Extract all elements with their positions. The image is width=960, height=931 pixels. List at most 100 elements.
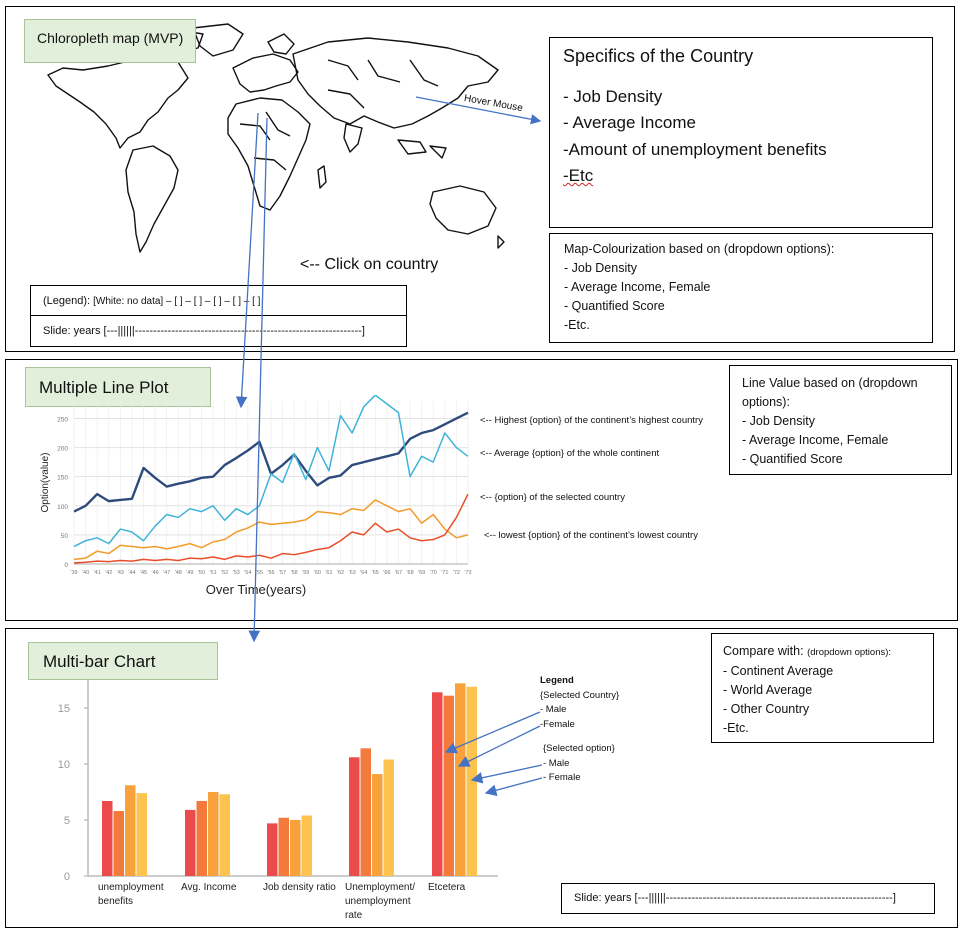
x-tick-label: '51 — [209, 570, 216, 576]
category-label: Unemployment/unemployment rate — [345, 882, 415, 921]
category-label: unemployment benefits — [98, 882, 164, 907]
x-tick-label: '63 — [349, 570, 356, 576]
bar — [360, 748, 371, 876]
bar — [301, 815, 312, 876]
x-tick-label: '73 — [464, 570, 471, 576]
y-tick-label: 0 — [64, 871, 70, 883]
y-tick-label: 15 — [58, 703, 70, 715]
bar — [208, 792, 219, 876]
x-tick-label: '71 — [441, 570, 448, 576]
category-label: Job density ratio — [263, 882, 336, 893]
y-tick-label: 250 — [57, 416, 68, 423]
x-tick-label: '72 — [453, 570, 460, 576]
bar — [383, 759, 394, 876]
x-tick-label: '43 — [117, 570, 124, 576]
africa-shape — [227, 97, 311, 211]
x-tick-label: '49 — [186, 570, 193, 576]
x-tick-label: '44 — [128, 570, 135, 576]
x-tick-label: '48 — [175, 570, 182, 576]
specifics-item: -Etc — [563, 166, 594, 185]
compare-item: -Etc. — [723, 721, 749, 735]
x-tick-label: '59 — [302, 570, 309, 576]
country-specifics-box: Specifics of the Country - Job Density -… — [549, 37, 933, 228]
specifics-item: - Average Income — [563, 113, 696, 132]
line-plot-title-label: Multiple Line Plot — [25, 367, 211, 407]
bar-slider-box: Slide: years [---||||||-----------------… — [561, 883, 935, 914]
x-tick-label: '40 — [82, 570, 89, 576]
x-tick-label: '66 — [383, 570, 390, 576]
click-country-label: <-- Click on country — [300, 256, 439, 273]
bar — [219, 794, 230, 876]
map-title-label: Chloropleth map (MVP) — [24, 19, 196, 63]
y-tick-label: 5 — [64, 815, 70, 827]
x-tick-label: '69 — [418, 570, 425, 576]
y-tick-label: 150 — [57, 475, 68, 482]
x-tick-label: '56 — [267, 570, 274, 576]
category-label: Avg. Income — [181, 882, 237, 893]
x-axis-label: Over Time(years) — [206, 582, 306, 597]
line-plot-title-text: Multiple Line Plot — [39, 378, 169, 397]
category-label: Etcetera — [428, 882, 466, 893]
legend-row: (Legend): [White: no data] – [ ] – [ ] –… — [43, 295, 260, 307]
line-value-title: Line Value based on (dropdown options): — [742, 376, 918, 409]
bar-legend-2: {Selected option} - Male - Female — [543, 742, 615, 786]
bar-chart-title-text: Multi-bar Chart — [43, 652, 156, 671]
annotation-selected: <-- {option} of the selected country — [480, 492, 625, 503]
compare-item: - Other Country — [723, 702, 810, 716]
compare-with-box: Compare with: (dropdown options): - Cont… — [711, 633, 934, 743]
colourization-item: - Average Income, Female — [564, 280, 711, 294]
colourization-item: -Etc. — [564, 318, 590, 332]
line-value-item: - Job Density — [742, 414, 815, 428]
compare-item: - Continent Average — [723, 664, 834, 678]
bar — [113, 811, 124, 876]
colourization-title: Map-Colourization based on (dropdown opt… — [564, 242, 835, 256]
x-tick-label: '68 — [406, 570, 413, 576]
specifics-title: Specifics of the Country — [563, 46, 754, 66]
bar-chart: 0 5 10 15 unemployment benefits Avg. Income Job… — [58, 680, 498, 921]
x-tick-label: '70 — [430, 570, 437, 576]
bar-legend-item: - Female — [543, 772, 581, 783]
specifics-item: - Job Density — [563, 87, 663, 106]
legend-label: (Legend): — [43, 295, 91, 307]
x-tick-label: '55 — [256, 570, 263, 576]
bar-legend-title: Legend — [540, 675, 574, 686]
bar — [185, 809, 196, 876]
bar — [349, 757, 360, 876]
x-tick-label: '53 — [233, 570, 240, 576]
line-series-3 — [73, 493, 469, 564]
y-tick-label: 0 — [64, 562, 68, 569]
asia-shape — [292, 37, 499, 129]
bar-legend-group: {Selected Country} — [540, 689, 620, 701]
bar-legend-item: - Male — [543, 757, 570, 769]
x-tick-label: '41 — [94, 570, 101, 576]
line-value-item: - Quantified Score — [742, 452, 843, 466]
y-axis-label: Option(value) — [40, 452, 51, 512]
x-tick-label: '65 — [372, 570, 379, 576]
x-tick-label: '64 — [360, 570, 367, 576]
colourization-box: Map-Colourization based on (dropdown opt… — [549, 233, 933, 343]
colourization-item: - Quantified Score — [564, 299, 665, 313]
x-tick-label: '47 — [163, 570, 170, 576]
bar — [267, 823, 278, 876]
y-tick-label: 50 — [61, 533, 69, 540]
hover-arrow — [415, 96, 542, 125]
x-tick-label: '42 — [105, 570, 112, 576]
map-year-slider[interactable]: Slide: years [---||||||-----------------… — [43, 325, 365, 337]
x-tick-label: '62 — [337, 570, 344, 576]
bar — [290, 820, 301, 876]
annotation-lowest: <-- lowest {option} of the continent’s l… — [484, 530, 698, 541]
bar — [432, 692, 443, 876]
y-tick-label: 100 — [57, 504, 68, 511]
x-tick-label: '57 — [279, 570, 286, 576]
bar — [102, 800, 113, 876]
y-tick-label: 200 — [57, 446, 68, 453]
x-tick-label: '52 — [221, 570, 228, 576]
line-series-1 — [73, 395, 469, 548]
x-tick-label: '39 — [70, 570, 77, 576]
x-tick-label: '67 — [395, 570, 402, 576]
annotation-highest: <-- Highest {option} of the continent’s … — [480, 415, 703, 426]
bar-year-slider[interactable]: Slide: years [---||||||-----------------… — [574, 892, 896, 904]
bar — [278, 817, 289, 876]
compare-item: - World Average — [723, 683, 813, 697]
specifics-item: -Amount of unemployment benefits — [563, 140, 827, 159]
